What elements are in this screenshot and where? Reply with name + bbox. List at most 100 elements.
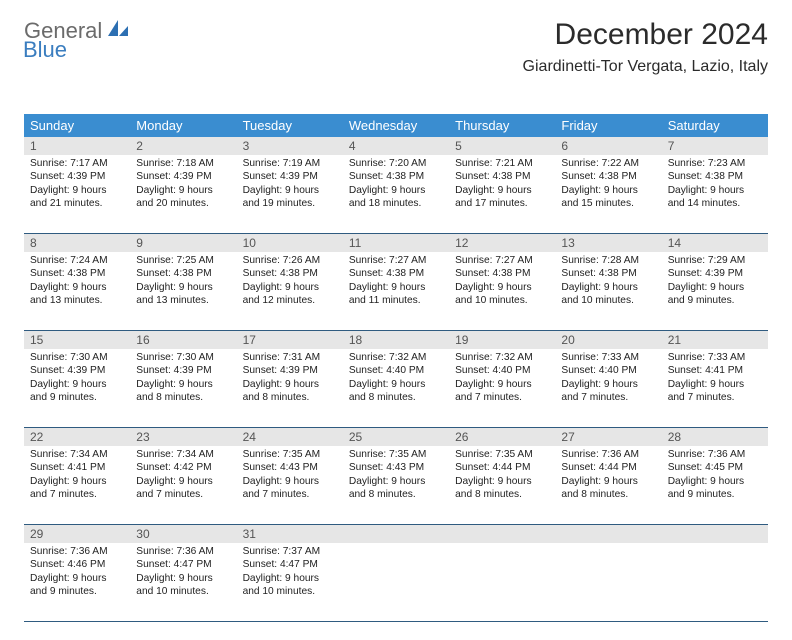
sunrise-text: Sunrise: 7:20 AM [349, 157, 443, 170]
day-cell: Sunrise: 7:34 AMSunset: 4:41 PMDaylight:… [24, 446, 130, 524]
day-number-row: 15161718192021 [24, 331, 768, 349]
week-row: Sunrise: 7:36 AMSunset: 4:46 PMDaylight:… [24, 543, 768, 621]
weekday-header-cell: Tuesday [237, 114, 343, 137]
day-cell [662, 543, 768, 621]
day-number: 1 [24, 137, 130, 155]
sunset-text: Sunset: 4:38 PM [349, 170, 443, 183]
day-number: 24 [237, 428, 343, 446]
day-number: 4 [343, 137, 449, 155]
sunrise-text: Sunrise: 7:32 AM [455, 351, 549, 364]
day-cell: Sunrise: 7:25 AMSunset: 4:38 PMDaylight:… [130, 252, 236, 330]
sunset-text: Sunset: 4:38 PM [561, 170, 655, 183]
sunrise-text: Sunrise: 7:18 AM [136, 157, 230, 170]
sunrise-text: Sunrise: 7:36 AM [668, 448, 762, 461]
calendar-page: General Blue December 2024 Giardinetti-T… [0, 0, 792, 640]
daylight-text: Daylight: 9 hours [136, 281, 230, 294]
weekday-header-cell: Wednesday [343, 114, 449, 137]
daylight-text: Daylight: 9 hours [349, 378, 443, 391]
daylight-text: and 20 minutes. [136, 197, 230, 210]
sunset-text: Sunset: 4:42 PM [136, 461, 230, 474]
sunrise-text: Sunrise: 7:22 AM [561, 157, 655, 170]
daylight-text: Daylight: 9 hours [668, 378, 762, 391]
title-block: December 2024 Giardinetti-Tor Vergata, L… [523, 18, 768, 76]
daylight-text: Daylight: 9 hours [243, 281, 337, 294]
day-number: 22 [24, 428, 130, 446]
daylight-text: Daylight: 9 hours [561, 281, 655, 294]
sunrise-text: Sunrise: 7:19 AM [243, 157, 337, 170]
day-cell: Sunrise: 7:34 AMSunset: 4:42 PMDaylight:… [130, 446, 236, 524]
day-number: 26 [449, 428, 555, 446]
sunrise-text: Sunrise: 7:27 AM [349, 254, 443, 267]
sunset-text: Sunset: 4:40 PM [561, 364, 655, 377]
daylight-text: Daylight: 9 hours [243, 378, 337, 391]
day-cell: Sunrise: 7:35 AMSunset: 4:43 PMDaylight:… [343, 446, 449, 524]
sunset-text: Sunset: 4:41 PM [30, 461, 124, 474]
sunset-text: Sunset: 4:40 PM [349, 364, 443, 377]
sunset-text: Sunset: 4:39 PM [243, 170, 337, 183]
week-row: Sunrise: 7:24 AMSunset: 4:38 PMDaylight:… [24, 252, 768, 330]
day-cell: Sunrise: 7:28 AMSunset: 4:38 PMDaylight:… [555, 252, 661, 330]
day-cell: Sunrise: 7:18 AMSunset: 4:39 PMDaylight:… [130, 155, 236, 233]
daylight-text: and 7 minutes. [455, 391, 549, 404]
daylight-text: and 9 minutes. [30, 585, 124, 598]
daylight-text: and 8 minutes. [349, 391, 443, 404]
daylight-text: and 10 minutes. [243, 585, 337, 598]
weekday-header-cell: Thursday [449, 114, 555, 137]
daylight-text: and 17 minutes. [455, 197, 549, 210]
daylight-text: and 13 minutes. [30, 294, 124, 307]
weekday-header-row: SundayMondayTuesdayWednesdayThursdayFrid… [24, 114, 768, 137]
daylight-text: Daylight: 9 hours [136, 475, 230, 488]
sunset-text: Sunset: 4:39 PM [30, 170, 124, 183]
daylight-text: Daylight: 9 hours [455, 378, 549, 391]
daylight-text: and 8 minutes. [561, 488, 655, 501]
sunset-text: Sunset: 4:38 PM [243, 267, 337, 280]
day-cell: Sunrise: 7:27 AMSunset: 4:38 PMDaylight:… [343, 252, 449, 330]
day-number: 19 [449, 331, 555, 349]
day-cell: Sunrise: 7:29 AMSunset: 4:39 PMDaylight:… [662, 252, 768, 330]
sunset-text: Sunset: 4:39 PM [30, 364, 124, 377]
daylight-text: and 8 minutes. [243, 391, 337, 404]
sunset-text: Sunset: 4:39 PM [136, 364, 230, 377]
month-title: December 2024 [523, 18, 768, 52]
daylight-text: Daylight: 9 hours [349, 475, 443, 488]
day-number-row: 891011121314 [24, 234, 768, 252]
daylight-text: Daylight: 9 hours [561, 378, 655, 391]
daylight-text: and 15 minutes. [561, 197, 655, 210]
weekday-header-cell: Friday [555, 114, 661, 137]
day-cell: Sunrise: 7:33 AMSunset: 4:41 PMDaylight:… [662, 349, 768, 427]
sunrise-text: Sunrise: 7:33 AM [668, 351, 762, 364]
sunrise-text: Sunrise: 7:34 AM [136, 448, 230, 461]
sunrise-text: Sunrise: 7:36 AM [136, 545, 230, 558]
day-number [343, 525, 449, 543]
daylight-text: Daylight: 9 hours [455, 184, 549, 197]
day-number: 21 [662, 331, 768, 349]
daylight-text: Daylight: 9 hours [30, 281, 124, 294]
day-cell [555, 543, 661, 621]
day-number: 18 [343, 331, 449, 349]
day-number: 3 [237, 137, 343, 155]
sunrise-text: Sunrise: 7:35 AM [455, 448, 549, 461]
sunrise-text: Sunrise: 7:27 AM [455, 254, 549, 267]
day-number: 30 [130, 525, 236, 543]
daylight-text: and 9 minutes. [668, 488, 762, 501]
sunrise-text: Sunrise: 7:24 AM [30, 254, 124, 267]
day-cell: Sunrise: 7:30 AMSunset: 4:39 PMDaylight:… [130, 349, 236, 427]
sunset-text: Sunset: 4:46 PM [30, 558, 124, 571]
day-cell: Sunrise: 7:23 AMSunset: 4:38 PMDaylight:… [662, 155, 768, 233]
daylight-text: and 18 minutes. [349, 197, 443, 210]
daylight-text: and 19 minutes. [243, 197, 337, 210]
day-number: 12 [449, 234, 555, 252]
daylight-text: and 7 minutes. [668, 391, 762, 404]
sunset-text: Sunset: 4:38 PM [349, 267, 443, 280]
day-number: 23 [130, 428, 236, 446]
daylight-text: and 10 minutes. [561, 294, 655, 307]
daylight-text: and 10 minutes. [455, 294, 549, 307]
sunset-text: Sunset: 4:44 PM [455, 461, 549, 474]
sunrise-text: Sunrise: 7:28 AM [561, 254, 655, 267]
sunrise-text: Sunrise: 7:33 AM [561, 351, 655, 364]
sunset-text: Sunset: 4:47 PM [243, 558, 337, 571]
day-number: 16 [130, 331, 236, 349]
day-number: 31 [237, 525, 343, 543]
daylight-text: Daylight: 9 hours [30, 378, 124, 391]
sunrise-text: Sunrise: 7:32 AM [349, 351, 443, 364]
